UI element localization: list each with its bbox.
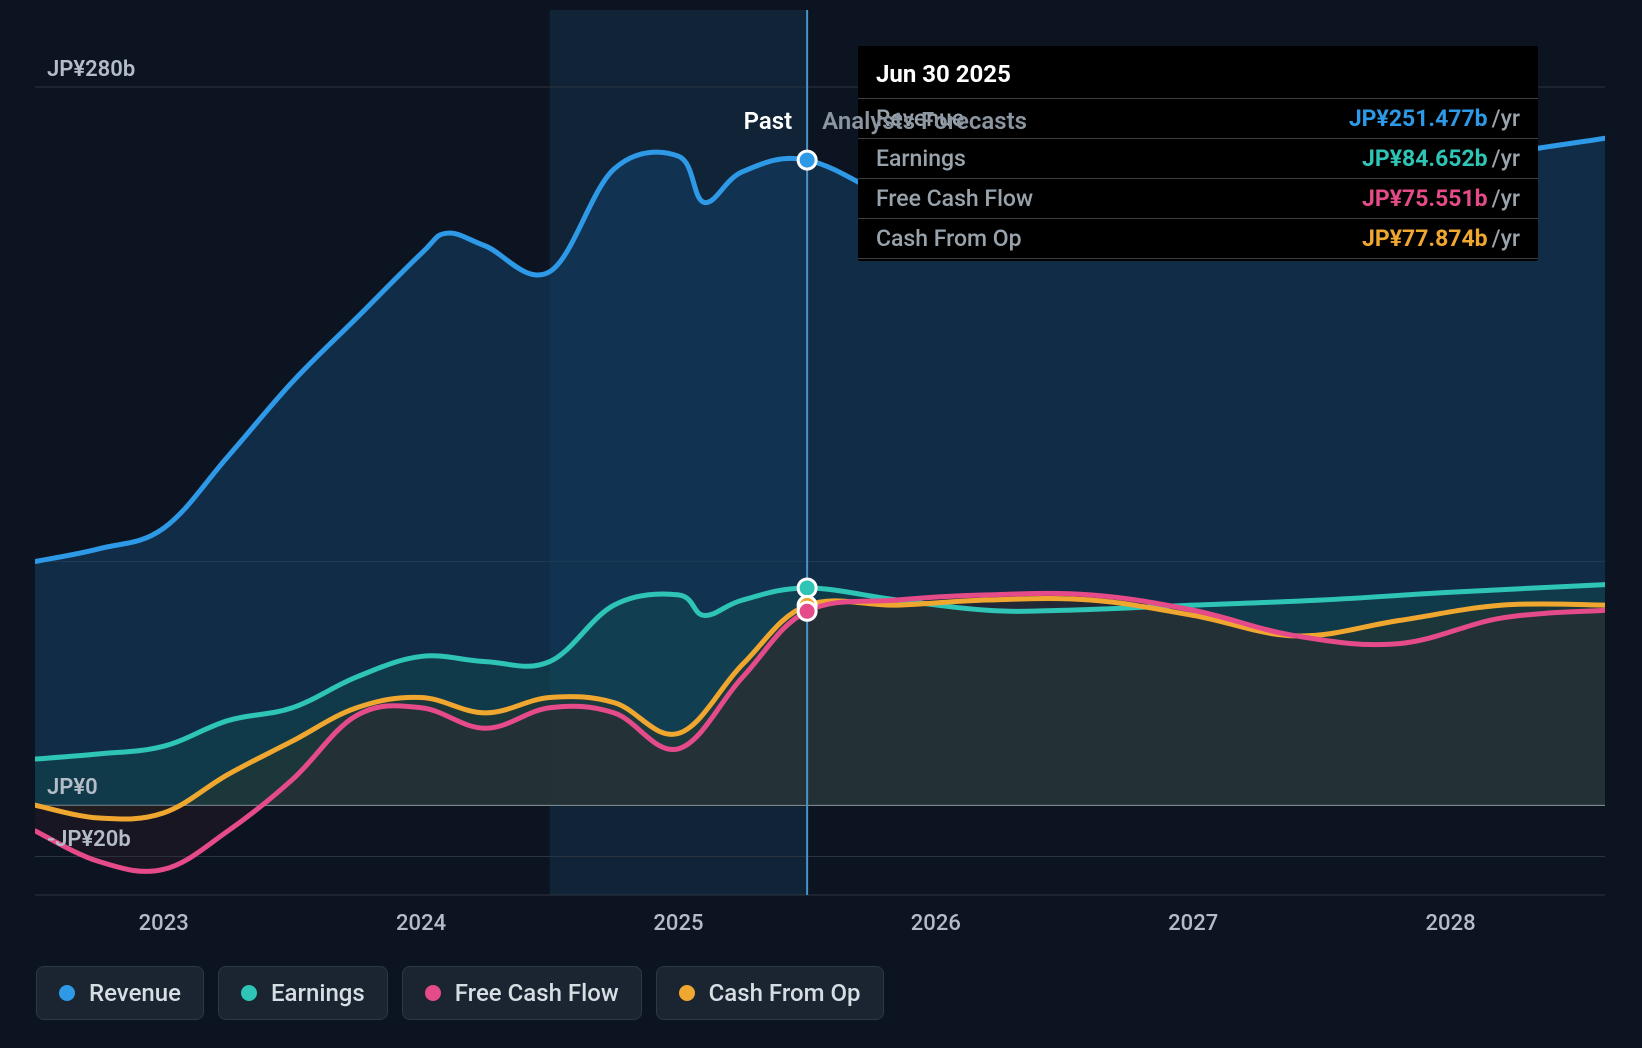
legend-item-label: Free Cash Flow bbox=[455, 979, 619, 1007]
y-axis-tick-label: -JP¥20b bbox=[47, 827, 131, 852]
earnings-revenue-chart[interactable]: Jun 30 2025 RevenueJP¥251.477b/yrEarning… bbox=[0, 0, 1642, 1048]
tooltip-row-label: Cash From Op bbox=[876, 225, 1022, 252]
legend-item-label: Cash From Op bbox=[709, 979, 861, 1007]
section-label-past: Past bbox=[607, 107, 792, 135]
legend-bar: Revenue Earnings Free Cash Flow Cash From O… bbox=[36, 966, 884, 1020]
legend-item-label: Earnings bbox=[271, 979, 365, 1007]
legend-item[interactable]: Cash From Op bbox=[656, 966, 884, 1020]
x-axis-tick-label: 2028 bbox=[1426, 911, 1476, 936]
tooltip-row-unit: /yr bbox=[1492, 105, 1520, 132]
tooltip-row: Cash From Op JP¥77.874b/yr bbox=[858, 218, 1538, 259]
legend-item-label: Revenue bbox=[89, 979, 181, 1007]
tooltip-row-value: JP¥75.551b bbox=[1362, 185, 1488, 212]
legend-item[interactable]: Free Cash Flow bbox=[402, 966, 642, 1020]
x-axis-tick-label: 2023 bbox=[139, 911, 189, 936]
tooltip-row-value: JP¥77.874b bbox=[1362, 225, 1488, 252]
tooltip-row-unit: /yr bbox=[1492, 145, 1520, 172]
x-axis-tick-label: 2025 bbox=[653, 911, 703, 936]
tooltip-row-value: JP¥84.652b bbox=[1362, 145, 1488, 172]
y-axis-tick-label: JP¥280b bbox=[47, 57, 135, 82]
legend-swatch-icon bbox=[679, 985, 695, 1001]
legend-swatch-icon bbox=[59, 985, 75, 1001]
y-axis-tick-label: JP¥0 bbox=[47, 775, 98, 800]
x-axis-tick-label: 2024 bbox=[396, 911, 446, 936]
legend-swatch-icon bbox=[425, 985, 441, 1001]
tooltip-title: Jun 30 2025 bbox=[858, 54, 1538, 98]
legend-swatch-icon bbox=[241, 985, 257, 1001]
section-label-forecast: Analysts Forecasts bbox=[822, 107, 1027, 135]
chart-tooltip: Jun 30 2025 RevenueJP¥251.477b/yrEarning… bbox=[858, 46, 1538, 261]
tooltip-row-label: Free Cash Flow bbox=[876, 185, 1033, 212]
tooltip-row-label: Earnings bbox=[876, 145, 966, 172]
tooltip-row-value: JP¥251.477b bbox=[1349, 105, 1488, 132]
legend-item[interactable]: Revenue bbox=[36, 966, 204, 1020]
tooltip-row: Free Cash Flow JP¥75.551b/yr bbox=[858, 178, 1538, 218]
legend-item[interactable]: Earnings bbox=[218, 966, 388, 1020]
tooltip-row-unit: /yr bbox=[1492, 185, 1520, 212]
tooltip-row: Earnings JP¥84.652b/yr bbox=[858, 138, 1538, 178]
x-axis-tick-label: 2026 bbox=[911, 911, 961, 936]
tooltip-row-unit: /yr bbox=[1492, 225, 1520, 252]
x-axis-tick-label: 2027 bbox=[1168, 911, 1218, 936]
